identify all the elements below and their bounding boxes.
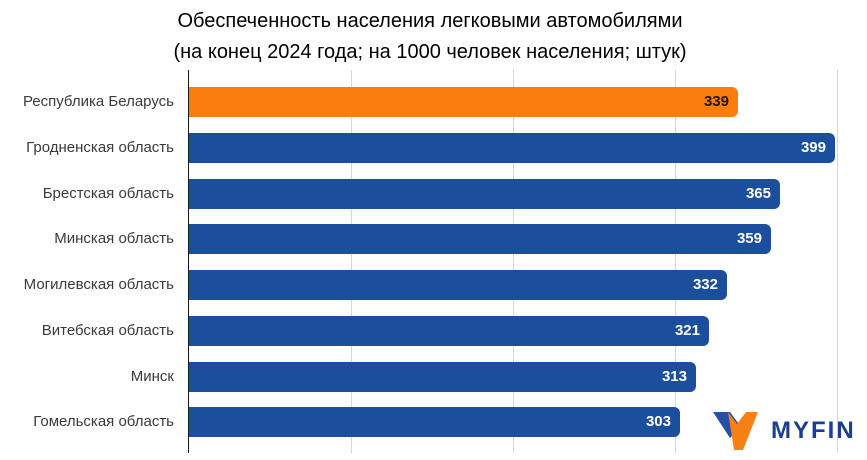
bar: 313 bbox=[189, 362, 696, 392]
chart-title: Обеспеченность населения легковыми автом… bbox=[0, 6, 860, 68]
bar-value-label: 303 bbox=[645, 413, 671, 430]
gridline-400 bbox=[837, 70, 838, 453]
category-label: Могилевская область bbox=[23, 276, 174, 293]
myfin-v-icon bbox=[713, 412, 758, 450]
bar: 332 bbox=[189, 270, 727, 300]
myfin-logo: MYFIN bbox=[710, 406, 867, 456]
bar: 303 bbox=[189, 407, 680, 437]
category-label: Брестская область bbox=[42, 185, 174, 202]
bar-value-label: 399 bbox=[800, 139, 826, 156]
bar: 339 bbox=[189, 87, 738, 117]
gridline-300 bbox=[675, 70, 676, 453]
chart-title-line2: (на конец 2024 года; на 1000 человек нас… bbox=[173, 41, 687, 63]
bar-value-label: 365 bbox=[745, 185, 771, 202]
chart-title-line1: Обеспеченность населения легковыми автом… bbox=[177, 10, 683, 32]
bar: 399 bbox=[189, 133, 835, 163]
category-label: Гродненская область bbox=[26, 139, 174, 156]
bar-value-label: 339 bbox=[703, 93, 729, 110]
category-labels-column: Республика Беларусь Гродненская область Бр… bbox=[0, 70, 181, 453]
category-label: Республика Беларусь bbox=[22, 93, 174, 110]
bar: 321 bbox=[189, 316, 709, 346]
plot-area: 339 399 365 359 332 321 313 303 bbox=[188, 70, 867, 453]
category-label: Гомельская область bbox=[33, 413, 174, 430]
bar-value-label: 313 bbox=[661, 368, 687, 385]
gridline-200 bbox=[513, 70, 514, 453]
myfin-logo-text: MYFIN bbox=[771, 417, 856, 444]
bar: 359 bbox=[189, 224, 771, 254]
bar-value-label: 332 bbox=[692, 276, 718, 293]
bar-value-label: 321 bbox=[674, 322, 700, 339]
gridline-100 bbox=[351, 70, 352, 453]
bar: 365 bbox=[189, 179, 780, 209]
bar-value-label: 359 bbox=[736, 230, 762, 247]
category-label: Минск bbox=[130, 368, 174, 385]
category-label: Минская область bbox=[54, 230, 174, 247]
category-label: Витебская область bbox=[41, 322, 174, 339]
